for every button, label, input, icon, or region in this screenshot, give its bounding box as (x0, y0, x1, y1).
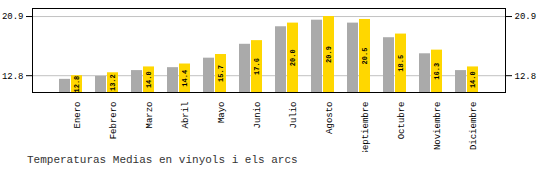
svg-text:Mayo: Mayo (217, 102, 227, 124)
html-text:Temperaturas Medias en vinyols: Temperaturas Medias en vinyols i els arc… (27, 154, 298, 166)
svg-text:Enero: Enero (73, 102, 83, 129)
svg-text:20.9: 20.9 (325, 46, 333, 63)
svg-text:Junio: Junio (253, 102, 263, 129)
svg-text:12.8: 12.8 (73, 76, 81, 93)
svg-text:Febrero: Febrero (109, 102, 119, 140)
svg-text:Septiembre: Septiembre (361, 102, 371, 153)
svg-text:Diciembre: Diciembre (469, 102, 479, 151)
svg-text:14.0: 14.0 (469, 71, 477, 88)
svg-text:20.5: 20.5 (361, 48, 369, 65)
svg-text:18.5: 18.5 (397, 55, 405, 72)
svg-text:13.2: 13.2 (109, 74, 117, 91)
svg-text:16.3: 16.3 (433, 63, 441, 80)
svg-text:Julio: Julio (289, 102, 299, 129)
svg-text:Noviembre: Noviembre (433, 102, 443, 151)
svg-text:12.8: 12.8 (2, 72, 24, 82)
svg-text:20.9: 20.9 (2, 12, 24, 22)
svg-text:20.9: 20.9 (515, 12, 537, 22)
svg-text:Marzo: Marzo (145, 102, 155, 129)
svg-text:20.0: 20.0 (289, 49, 297, 66)
svg-text:Octubre: Octubre (397, 102, 407, 140)
svg-text:14.0: 14.0 (145, 71, 153, 88)
svg-text:15.7: 15.7 (217, 65, 225, 82)
svg-text:Abril: Abril (181, 102, 191, 129)
svg-text:14.4: 14.4 (181, 70, 189, 87)
svg-text:17.6: 17.6 (253, 58, 261, 75)
svg-text:12.8: 12.8 (515, 72, 537, 82)
svg-text:Agosto: Agosto (325, 102, 335, 134)
